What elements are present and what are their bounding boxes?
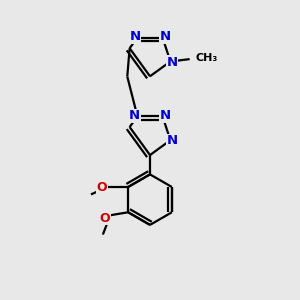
Text: N: N (159, 31, 170, 44)
Text: N: N (167, 134, 178, 147)
Text: N: N (167, 56, 178, 69)
Text: N: N (129, 109, 140, 122)
Text: O: O (97, 181, 107, 194)
Text: O: O (100, 212, 110, 225)
Text: N: N (160, 109, 171, 122)
Text: N: N (130, 31, 141, 44)
Text: CH₃: CH₃ (195, 53, 217, 63)
